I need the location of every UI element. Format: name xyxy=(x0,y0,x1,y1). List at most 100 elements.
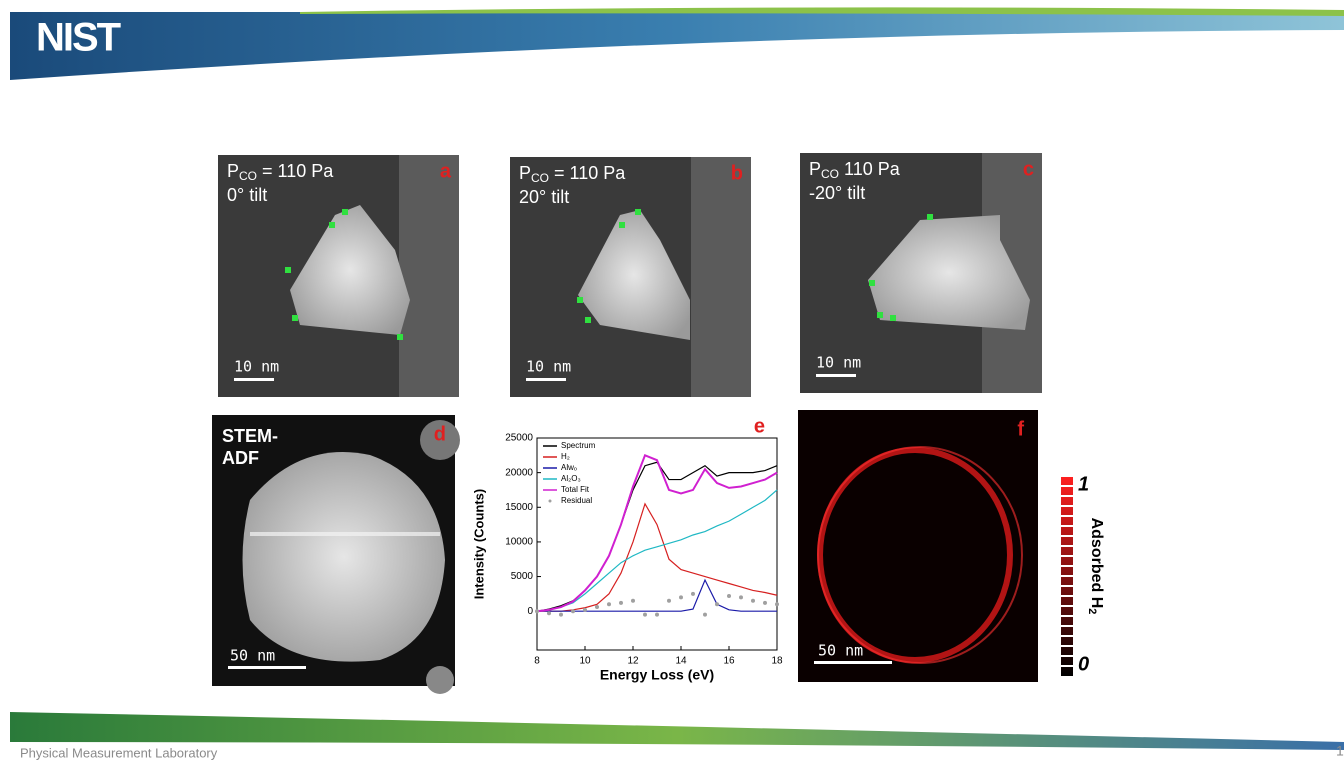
colorbar-label: Adsorbed H2 xyxy=(1086,518,1105,615)
residual-point xyxy=(751,599,755,603)
x-tick-label: 12 xyxy=(627,656,639,667)
x-tick-label: 14 xyxy=(675,656,687,667)
legend-label: Total Fit xyxy=(561,485,590,494)
y-tick-label: 15000 xyxy=(505,502,533,513)
green-signal xyxy=(342,209,348,215)
tilt-label: 20° tilt xyxy=(519,187,569,207)
y-tick-label: 10000 xyxy=(505,537,533,548)
y-tick-label: 5000 xyxy=(511,571,534,582)
scale-bar xyxy=(234,378,274,381)
green-signal xyxy=(292,315,298,321)
green-signal xyxy=(577,297,583,303)
panel-letter: d xyxy=(434,423,446,445)
pressure-value: = 110 Pa xyxy=(257,161,334,181)
streak xyxy=(250,532,440,536)
green-signal xyxy=(329,222,335,228)
panel-title: STEM- xyxy=(222,426,278,446)
edge-particle xyxy=(426,666,454,694)
residual-point xyxy=(571,609,575,613)
residual-point xyxy=(727,594,731,598)
colorbar-label-sub: 2 xyxy=(1086,608,1098,614)
tilt-label: 0° tilt xyxy=(227,185,267,205)
green-signal xyxy=(890,315,896,321)
residual-point xyxy=(643,613,647,617)
tilt-label: -20° tilt xyxy=(809,183,865,203)
green-signal xyxy=(927,214,933,220)
residual-point xyxy=(715,602,719,606)
green-signal xyxy=(285,267,291,273)
x-tick-label: 10 xyxy=(579,656,591,667)
colorbar-max: 1 xyxy=(1078,473,1089,495)
scale-bar xyxy=(816,374,856,377)
panel-letter: b xyxy=(731,162,743,184)
pressure-subscript: CO xyxy=(821,167,839,181)
legend-label: H₂ xyxy=(561,452,570,461)
image-panel: PCO = 110 Pa 20° tilt b 10 nm xyxy=(510,157,751,397)
header-band xyxy=(10,12,1344,80)
y-tick-label: 0 xyxy=(527,606,533,617)
pressure-symbol: P xyxy=(519,163,531,183)
support-shade xyxy=(399,155,459,397)
residual-point xyxy=(559,613,563,617)
slide: NIST Physical Measurement Laboratory 1 P… xyxy=(0,0,1344,761)
green-signal xyxy=(397,334,403,340)
scale-label: 10 nm xyxy=(526,358,571,376)
y-tick-label: 25000 xyxy=(505,433,533,444)
pressure-symbol: P xyxy=(227,161,239,181)
green-signal xyxy=(635,209,641,215)
page-number: 1 xyxy=(1336,743,1344,759)
green-signal xyxy=(877,312,883,318)
image-panel: PCO 110 Pa -20° tilt c 10 nm xyxy=(800,153,1042,393)
x-tick-label: 8 xyxy=(534,656,540,667)
residual-point xyxy=(655,613,659,617)
legend-swatch xyxy=(549,500,552,503)
pressure-symbol: P xyxy=(809,159,821,179)
legend-label: Alwₒ xyxy=(561,463,577,472)
residual-point xyxy=(763,601,767,605)
image-panel: f 50 nm 1 0 Adsorbed H2 xyxy=(798,410,1105,682)
y-axis-label: Intensity (Counts) xyxy=(471,489,486,600)
scale-label: 50 nm xyxy=(230,647,275,665)
residual-point xyxy=(607,602,611,606)
green-signal xyxy=(585,317,591,323)
pressure-subscript: CO xyxy=(531,171,549,185)
legend-label: Spectrum xyxy=(561,441,596,450)
legend-label: Al₂O₃ xyxy=(561,474,581,483)
panel-letter: c xyxy=(1023,158,1034,180)
green-signal xyxy=(619,222,625,228)
scale-label: 50 nm xyxy=(818,642,863,660)
pressure-subscript: CO xyxy=(239,169,257,183)
panel-title: ADF xyxy=(222,448,259,468)
series-line xyxy=(537,490,777,611)
residual-point xyxy=(631,599,635,603)
scale-label: 10 nm xyxy=(816,354,861,372)
residual-point xyxy=(703,613,707,617)
pressure-value: = 110 Pa xyxy=(549,163,626,183)
residual-point xyxy=(739,595,743,599)
scale-bar xyxy=(526,378,566,381)
colorbar-label-text: Adsorbed H xyxy=(1088,518,1105,609)
panel-letter: e xyxy=(754,415,765,437)
residual-point xyxy=(535,609,539,613)
pressure-value: 110 Pa xyxy=(839,159,901,179)
colorbar-min: 0 xyxy=(1078,653,1089,675)
scale-label: 10 nm xyxy=(234,358,279,376)
support-shade xyxy=(691,157,751,397)
residual-point xyxy=(775,602,779,606)
x-tick-label: 16 xyxy=(723,656,735,667)
residual-point xyxy=(595,605,599,609)
logo: NIST xyxy=(36,16,121,60)
scale-bar xyxy=(228,666,306,669)
green-signal xyxy=(869,280,875,286)
residual-point xyxy=(667,599,671,603)
legend-label: Residual xyxy=(561,496,592,505)
residual-point xyxy=(583,608,587,612)
y-tick-label: 20000 xyxy=(505,467,533,478)
x-axis-label: Energy Loss (eV) xyxy=(600,667,714,683)
image-panel: PCO = 110 Pa 0° tilt a 10 nm xyxy=(218,155,459,397)
panel-letter: f xyxy=(1017,418,1024,440)
residual-point xyxy=(691,592,695,596)
panel-letter: a xyxy=(440,160,452,182)
particle xyxy=(243,452,446,662)
